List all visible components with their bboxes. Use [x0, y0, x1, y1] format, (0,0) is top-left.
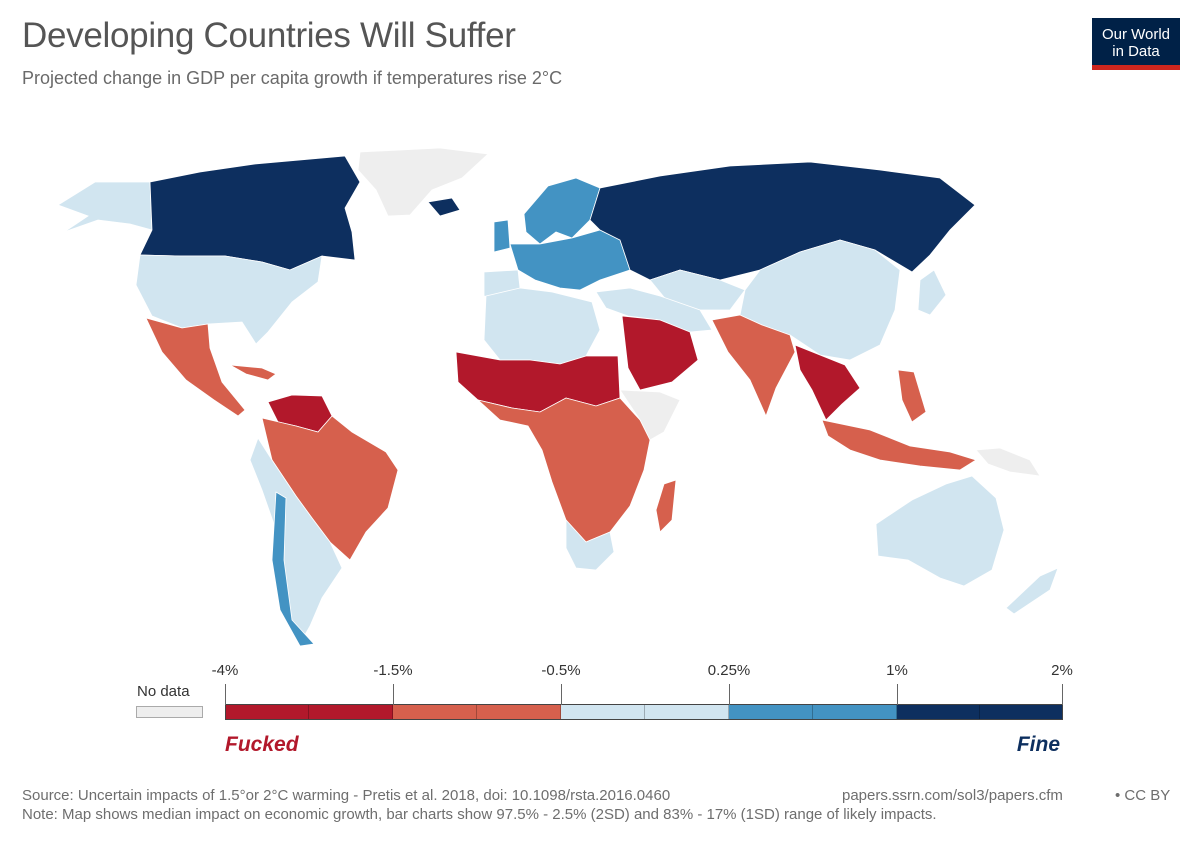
license-text[interactable]: • CC BY: [1115, 787, 1171, 804]
region-scandinavia[interactable]: [523, 177, 601, 245]
legend-bin-6: [645, 705, 729, 719]
tick-label-1: -4%: [211, 662, 239, 679]
legend-bad-label: Fucked: [225, 733, 299, 756]
region-india[interactable]: [711, 314, 796, 418]
legend-bin-8: [813, 705, 897, 719]
region-philippines[interactable]: [897, 369, 927, 423]
source-text: Source: Uncertain impacts of 1.5°or 2°C …: [22, 787, 671, 804]
tick-mark-3: [561, 684, 562, 705]
tick-label-3: -0.5%: [541, 662, 581, 679]
region-japan[interactable]: [917, 269, 947, 316]
legend-bin-10: [980, 705, 1063, 719]
legend-bin-1: [225, 705, 309, 719]
region-uk[interactable]: [493, 219, 511, 253]
region-europe[interactable]: [509, 229, 631, 291]
region-mexico[interactable]: [145, 317, 246, 417]
tick-label-4: 0.25%: [707, 662, 751, 679]
legend-bin-4: [477, 705, 561, 719]
legend-bin-5: [561, 705, 645, 719]
owid-logo[interactable]: Our World in Data: [1092, 18, 1180, 70]
region-southern-africa[interactable]: [565, 518, 615, 571]
chart-subtitle: Projected change in GDP per capita growt…: [22, 68, 563, 88]
source-link[interactable]: papers.ssrn.com/sol3/papers.cfm: [842, 787, 1063, 804]
legend-bin-2: [309, 705, 393, 719]
region-iceland[interactable]: [427, 197, 461, 217]
region-greenland[interactable]: [357, 147, 489, 217]
legend-good-label: Fine: [1016, 733, 1060, 756]
region-australia[interactable]: [875, 475, 1005, 587]
region-north-africa[interactable]: [483, 287, 601, 365]
region-new-zealand[interactable]: [1005, 567, 1059, 615]
logo-line-1: Our World: [1101, 26, 1171, 43]
region-indonesia[interactable]: [821, 419, 977, 471]
tick-mark-4: [729, 684, 730, 705]
tick-mark-5: [897, 684, 898, 705]
legend-bin-7: [729, 705, 813, 719]
region-usa[interactable]: [135, 254, 323, 345]
legend-bin-3: [393, 705, 477, 719]
region-middle-east[interactable]: [595, 287, 713, 333]
logo-line-2: in Data: [1112, 43, 1160, 60]
region-southeast-asia[interactable]: [794, 344, 861, 421]
tick-label-6: 2%: [1051, 662, 1073, 679]
region-arabia[interactable]: [621, 315, 699, 391]
region-caribbean[interactable]: [229, 364, 277, 381]
region-canada[interactable]: [139, 155, 361, 271]
note-text: Note: Map shows median impact on economi…: [22, 806, 937, 823]
tick-mark-1: [225, 684, 226, 705]
legend-bar-outline: [225, 704, 1063, 720]
tick-label-5: 1%: [886, 662, 908, 679]
region-alaska[interactable]: [57, 181, 153, 233]
region-subsaharan[interactable]: [476, 397, 651, 543]
tick-mark-2: [393, 684, 394, 705]
no-data-swatch: [136, 706, 203, 718]
chart-title: Developing Countries Will Suffer: [22, 16, 516, 55]
region-chile[interactable]: [271, 491, 315, 647]
tick-mark-6: [1062, 684, 1063, 705]
region-new-guinea[interactable]: [975, 447, 1041, 477]
region-madagascar[interactable]: [655, 479, 677, 533]
region-andes[interactable]: [249, 437, 343, 641]
tick-label-2: -1.5%: [373, 662, 413, 679]
no-data-label: No data: [137, 683, 190, 700]
region-sahel[interactable]: [455, 351, 621, 413]
world-map[interactable]: [0, 120, 1200, 660]
legend-bin-9: [897, 705, 980, 719]
